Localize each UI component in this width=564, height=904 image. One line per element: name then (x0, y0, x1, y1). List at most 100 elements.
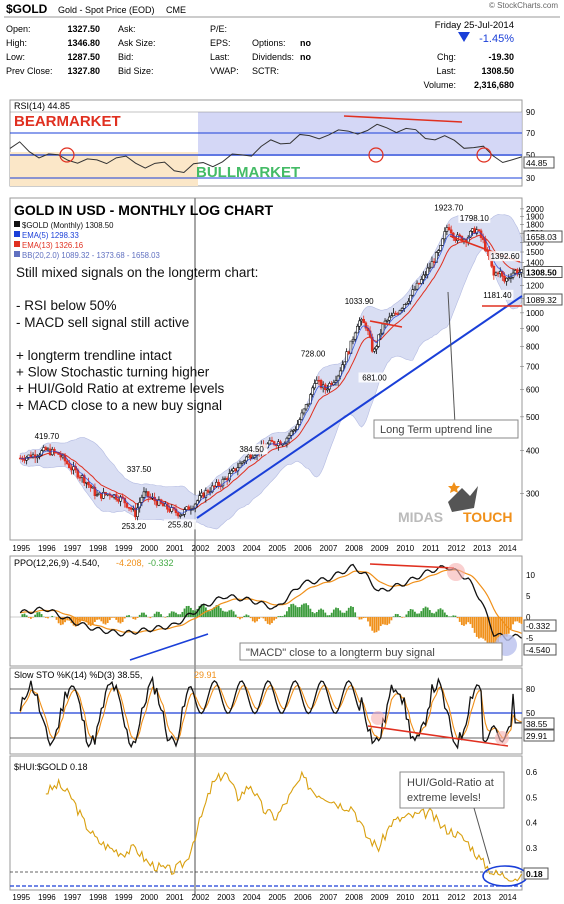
ppo-hist-bar (239, 617, 241, 620)
ppo-hist-bar (337, 608, 340, 617)
stat-value: no (300, 52, 311, 62)
price-bar (407, 300, 410, 304)
price-bar (400, 308, 404, 311)
price-bar (471, 228, 474, 232)
ppo-hist-bar (518, 617, 521, 623)
ppo-hist-bar (187, 605, 190, 617)
trendline-label: Long Term uptrend line (380, 424, 492, 436)
ppo-hist-bar (520, 617, 523, 624)
sto-circle (495, 731, 509, 745)
ppo-hist-bar (273, 617, 276, 621)
hui-callout (399, 771, 505, 809)
tick-label: 1500 (526, 248, 544, 257)
brand-touch: TOUCH (463, 509, 513, 525)
tick-label: 400 (526, 446, 540, 455)
price-bar (272, 441, 276, 445)
ppo-hist-bar (332, 609, 335, 617)
ppo-hist-bar (475, 617, 478, 637)
year-label: 1996 (38, 544, 56, 553)
ppo-hist-bar (294, 605, 297, 617)
tick-label: 1600 (526, 238, 544, 247)
ppo-hist-bar (373, 617, 376, 633)
ppo-hist-bar (106, 617, 109, 623)
ppo-hist-bar (245, 614, 248, 617)
ppo-hist-bar (454, 615, 457, 617)
price-bar (379, 333, 383, 336)
price-bar (347, 351, 351, 354)
tick-label: 2000 (526, 205, 544, 214)
ppo-hist-bar (401, 617, 404, 618)
price-bar (417, 282, 421, 285)
price-bar (505, 277, 508, 282)
price-bar (392, 312, 395, 317)
ppo-hist-bar (172, 611, 175, 617)
ppo-hist-bar (458, 617, 461, 622)
price-bar (343, 361, 346, 366)
tick-label: 10 (526, 571, 535, 580)
price-bar (225, 478, 229, 481)
year-label: 2010 (396, 893, 414, 902)
legend-entry: EMA(5) 1298.33 (22, 231, 79, 240)
note-line: + MACD close to a new buy signal (16, 398, 222, 413)
ppo-hist-bar (34, 614, 37, 617)
rsi-circle (476, 147, 492, 163)
ppo-hist-bar (38, 612, 41, 617)
price-bar (447, 227, 451, 231)
annotation-bg (358, 372, 391, 383)
ppo-hist-bar (345, 610, 348, 617)
notes: Still mixed signals on the longterm char… (16, 265, 258, 413)
ppo-hist-bar (155, 611, 158, 617)
annotation-label: 1392.60 (491, 252, 520, 261)
ppo-hist-bar (170, 611, 173, 617)
ppo-hist-bar (213, 606, 216, 617)
annotation-bg (235, 444, 268, 455)
year-label: 2002 (192, 544, 210, 553)
year-label: 2005 (268, 544, 286, 553)
price-bar (144, 491, 148, 493)
ppo-hist-bar (89, 617, 92, 627)
price-bar (119, 496, 122, 502)
tick-label: 80 (526, 685, 535, 694)
ppo-hist-bar (422, 608, 425, 617)
stat-label: Bid Size: (118, 66, 154, 76)
ppo-hist-bar (102, 617, 105, 624)
ppo-hist-bar (347, 607, 350, 617)
price-bar (95, 494, 99, 497)
tick-label: 900 (526, 325, 540, 334)
stat-label: Ask: (118, 24, 136, 34)
ppo-hist-bar (330, 612, 333, 617)
price-bar (78, 476, 82, 479)
ppo-hist-bar (226, 611, 229, 617)
price-bar (279, 441, 282, 446)
sto-circle (371, 711, 385, 725)
ppo-panel: PPO(12,26,9) -4.540, -4.208, -0.332 "MAC… (9, 555, 557, 667)
rsi-line (9, 123, 523, 174)
stat-value: -19.30 (488, 52, 514, 62)
price-bar (428, 266, 432, 269)
price-bar (249, 454, 252, 459)
ppo-hist-bar (375, 617, 378, 633)
annotation-label: 1923.70 (434, 204, 463, 213)
year-label: 1997 (64, 544, 82, 553)
price-bar (198, 495, 201, 502)
ppo-hist-bar (324, 612, 327, 617)
ppo-signal-legend: -4.208, (116, 558, 144, 568)
price-bar (437, 250, 440, 253)
ppo-hist-bar (388, 617, 391, 624)
ppo-hist-bar (318, 609, 320, 617)
ppo-hist-bar (40, 614, 43, 617)
price-bar (268, 440, 272, 445)
ppo-hist-bar (499, 617, 502, 638)
stat-value: 1308.50 (481, 66, 514, 76)
ppo-hist-bar (217, 605, 220, 617)
price-bar (200, 492, 203, 496)
stat-label: Last: (210, 52, 230, 62)
bearmarket-label: BEARMARKET (14, 113, 121, 130)
price-bar (289, 430, 293, 436)
bull-icon (448, 486, 478, 512)
ppo-hist-bar (300, 604, 303, 617)
year-label: 2004 (243, 544, 261, 553)
price-bar (206, 490, 210, 493)
ppo-hist-bar (158, 611, 160, 617)
price-bar (503, 276, 506, 282)
